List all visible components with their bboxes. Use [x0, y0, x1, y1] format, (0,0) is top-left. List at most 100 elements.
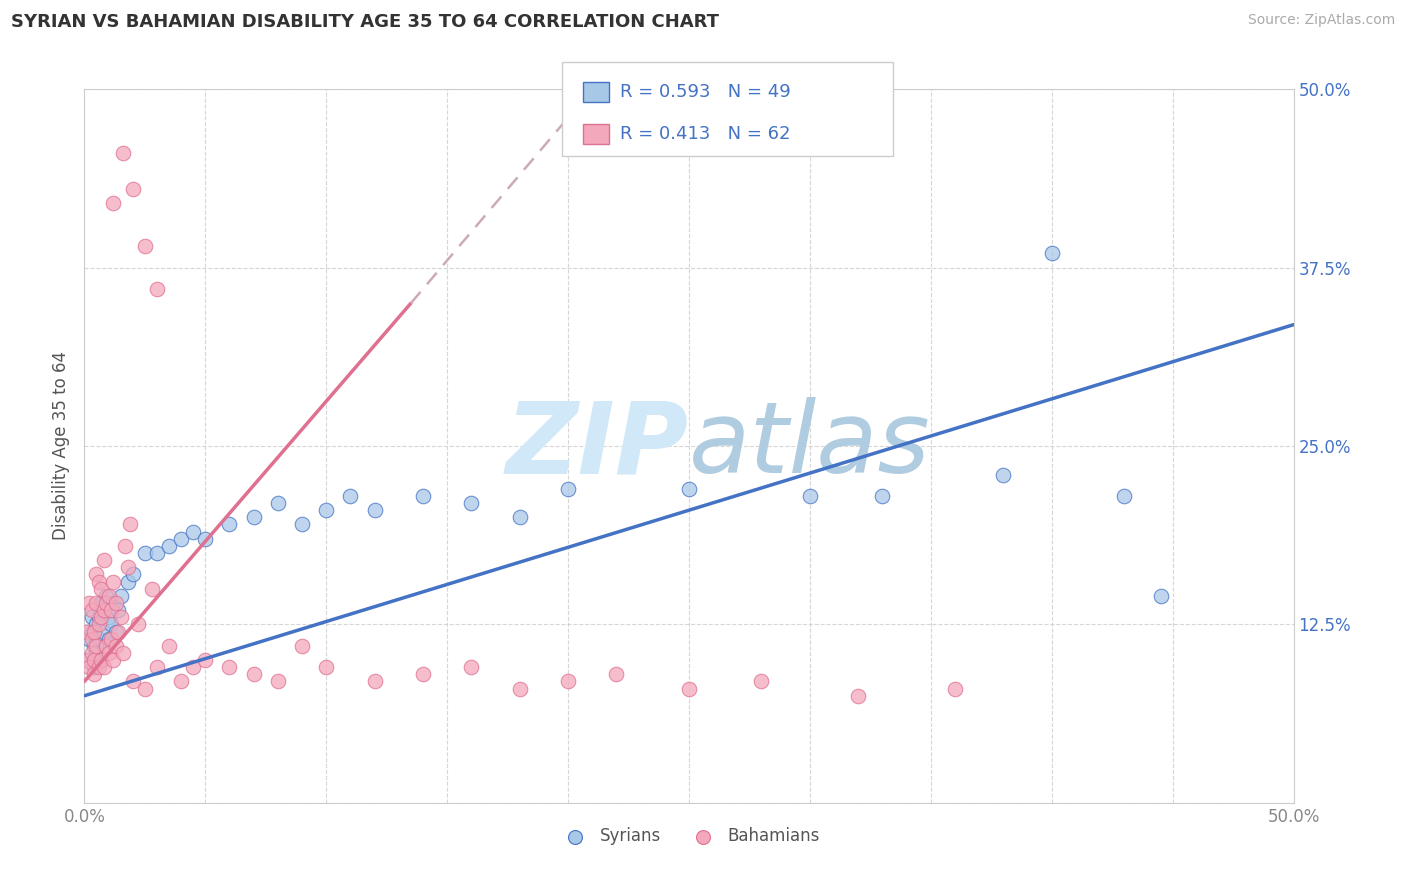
Point — [181, 524, 204, 539]
Point — [90, 610, 112, 624]
Point — [993, 467, 1015, 482]
Point — [146, 546, 169, 560]
Point — [112, 646, 135, 660]
Point — [242, 510, 264, 524]
Point — [460, 660, 482, 674]
Point — [93, 624, 115, 639]
Point — [872, 489, 894, 503]
Point — [170, 674, 193, 689]
Point — [90, 653, 112, 667]
Text: Source: ZipAtlas.com: Source: ZipAtlas.com — [1247, 13, 1395, 28]
Point — [678, 681, 700, 696]
Text: atlas: atlas — [689, 398, 931, 494]
Point — [83, 639, 105, 653]
Point — [315, 660, 337, 674]
Point — [751, 674, 773, 689]
Point — [83, 660, 105, 674]
Point — [103, 596, 125, 610]
Point — [110, 589, 132, 603]
Point — [100, 632, 122, 646]
Point — [134, 239, 156, 253]
Text: SYRIAN VS BAHAMIAN DISABILITY AGE 35 TO 64 CORRELATION CHART: SYRIAN VS BAHAMIAN DISABILITY AGE 35 TO … — [11, 13, 720, 31]
Point — [97, 646, 120, 660]
Point — [107, 624, 129, 639]
Point — [87, 660, 110, 674]
Point — [339, 489, 361, 503]
Point — [76, 653, 98, 667]
Point — [363, 674, 385, 689]
Point — [87, 617, 110, 632]
Point — [120, 517, 142, 532]
Point — [1114, 489, 1136, 503]
Point — [121, 182, 143, 196]
Point — [90, 596, 112, 610]
Point — [86, 596, 108, 610]
Point — [267, 496, 290, 510]
Point — [157, 539, 180, 553]
Point — [170, 532, 193, 546]
Point — [194, 653, 217, 667]
Point — [80, 603, 103, 617]
Point — [112, 146, 135, 161]
Point — [77, 596, 100, 610]
Point — [104, 624, 127, 639]
Point — [100, 603, 122, 617]
Point — [86, 639, 108, 653]
Point — [93, 660, 115, 674]
Point — [943, 681, 966, 696]
Point — [83, 653, 105, 667]
Point — [194, 532, 217, 546]
Point — [412, 667, 434, 681]
Point — [412, 489, 434, 503]
Point — [80, 632, 103, 646]
Point — [846, 689, 869, 703]
Point — [605, 667, 627, 681]
Point — [1149, 589, 1171, 603]
Point — [363, 503, 385, 517]
Point — [104, 596, 127, 610]
Point — [509, 681, 531, 696]
Point — [460, 496, 482, 510]
Point — [80, 624, 103, 639]
Point — [799, 489, 821, 503]
Point — [80, 610, 103, 624]
Point — [93, 603, 115, 617]
Point — [87, 632, 110, 646]
Point — [97, 632, 120, 646]
Point — [97, 589, 120, 603]
Point — [76, 624, 98, 639]
Point — [218, 517, 240, 532]
Point — [83, 667, 105, 681]
Point — [97, 610, 120, 624]
Point — [90, 653, 112, 667]
Point — [121, 567, 143, 582]
Point — [76, 653, 98, 667]
Point — [103, 196, 125, 211]
Point — [134, 546, 156, 560]
Point — [93, 603, 115, 617]
Point — [678, 482, 700, 496]
Point — [557, 674, 579, 689]
Point — [94, 596, 117, 610]
Point — [103, 653, 125, 667]
Point — [146, 660, 169, 674]
Point — [1040, 246, 1063, 260]
Point — [110, 610, 132, 624]
Point — [315, 503, 337, 517]
Point — [90, 582, 112, 596]
Point — [117, 574, 139, 589]
Point — [94, 639, 117, 653]
Point — [80, 646, 103, 660]
Point — [157, 639, 180, 653]
Point — [121, 674, 143, 689]
Point — [93, 553, 115, 567]
Point — [87, 610, 110, 624]
Point — [267, 674, 290, 689]
Point — [509, 510, 531, 524]
Point — [557, 482, 579, 496]
Point — [86, 646, 108, 660]
Point — [103, 574, 125, 589]
Point — [134, 681, 156, 696]
Point — [117, 560, 139, 574]
Text: ZIP: ZIP — [506, 398, 689, 494]
